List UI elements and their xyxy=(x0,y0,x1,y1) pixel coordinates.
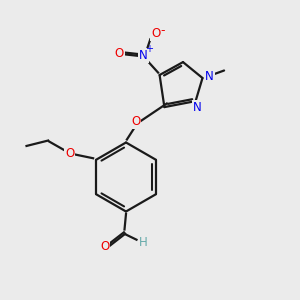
Text: O: O xyxy=(100,240,109,253)
Text: +: + xyxy=(145,44,153,54)
Text: N: N xyxy=(139,49,148,62)
Text: O: O xyxy=(65,147,74,160)
Text: O: O xyxy=(115,46,124,60)
Text: -: - xyxy=(160,24,165,37)
Text: O: O xyxy=(131,115,140,128)
Text: N: N xyxy=(205,70,214,83)
Text: N: N xyxy=(193,100,202,114)
Text: H: H xyxy=(139,236,148,249)
Text: O: O xyxy=(151,27,160,40)
